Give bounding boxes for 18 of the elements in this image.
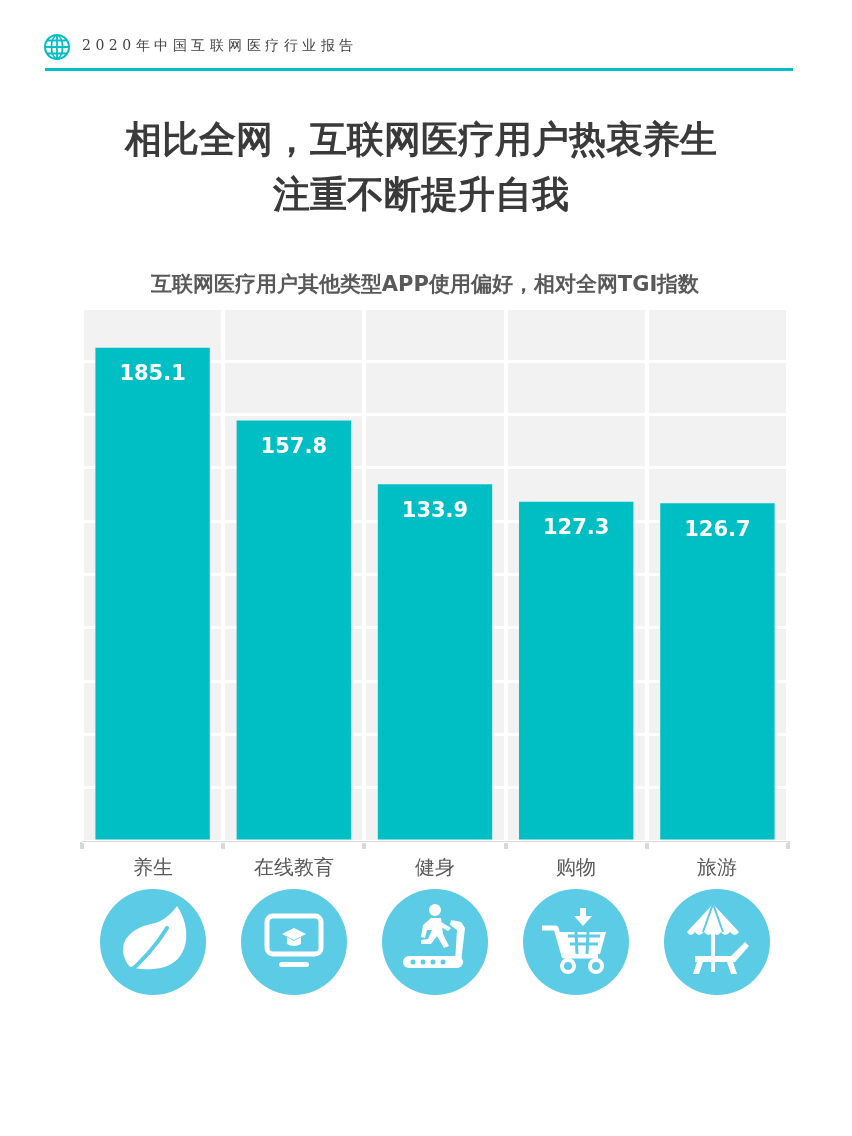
text: 2020年中国互联网医疗行业报告 bbox=[82, 37, 358, 55]
chart-subtitle: 互联网医疗用户其他类型APP使用偏好，相对全网TGI指数 bbox=[149, 271, 701, 298]
x-tick-label: 购物 bbox=[556, 855, 597, 880]
bar bbox=[236, 420, 351, 840]
data-label: 126.7 bbox=[684, 516, 751, 541]
data-label: 127.3 bbox=[542, 515, 610, 540]
x-tick-label: 在线教育 bbox=[253, 855, 334, 880]
x-tick-label: 旅游 bbox=[697, 855, 738, 880]
data-label: 157.8 bbox=[260, 433, 328, 458]
data-label: 185.1 bbox=[119, 361, 186, 386]
x-tick-label: 健身 bbox=[415, 855, 455, 880]
bar bbox=[519, 501, 634, 840]
data-label: 133.9 bbox=[401, 497, 469, 522]
chart-title: 相比全网，互联网医疗用户热衷养生注重不断提升自我 bbox=[123, 117, 718, 218]
bar bbox=[95, 347, 210, 840]
bar bbox=[377, 484, 493, 840]
x-tick-label: 养生 bbox=[132, 855, 173, 880]
bar bbox=[660, 503, 775, 840]
